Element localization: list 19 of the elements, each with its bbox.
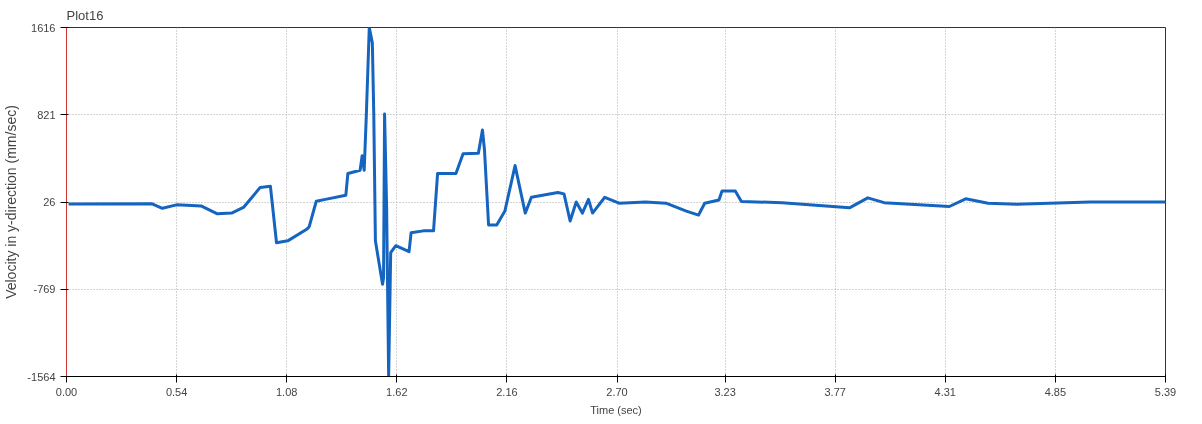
x-tick-label: 2.70 (606, 385, 628, 398)
x-tick-label: 5.39 (1154, 385, 1177, 398)
y-tick-label: -769 (33, 283, 56, 296)
x-tick-label: 0.54 (165, 385, 188, 398)
x-tick-label: 0.00 (55, 385, 78, 398)
x-axis-title: Time (sec) (590, 403, 642, 416)
y-axis-title: Velocity in y-direction (mm/sec) (3, 105, 20, 299)
x-tick-label: 1.08 (276, 385, 298, 398)
x-tick-label: 4.31 (934, 385, 957, 398)
x-tick-label: 4.85 (1044, 385, 1067, 398)
x-tick-label: 2.16 (496, 385, 518, 398)
chart-title: Plot16 (66, 7, 104, 23)
y-tick-label: 26 (43, 196, 56, 208)
y-tick-label: 1616 (31, 21, 56, 34)
y-tick-label: 821 (37, 108, 56, 121)
y-tick-label: -1564 (27, 370, 56, 383)
x-tick-label: 1.62 (386, 385, 408, 398)
x-tick-label: 3.77 (824, 385, 846, 398)
x-tick-label: 3.23 (714, 385, 736, 398)
